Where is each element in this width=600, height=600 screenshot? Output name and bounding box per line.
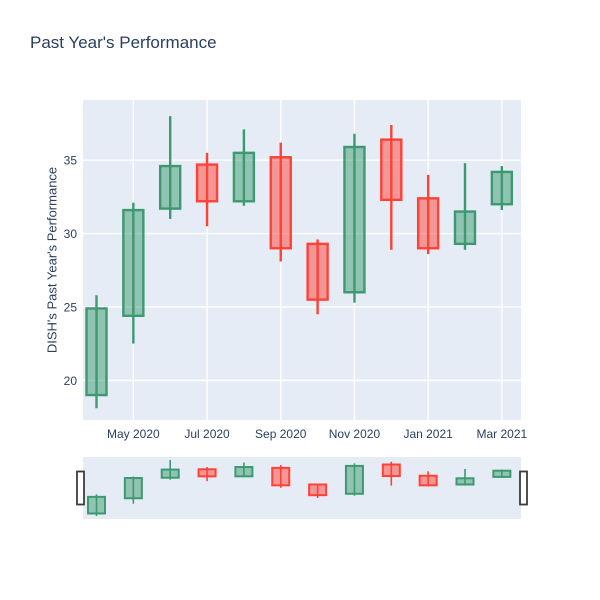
candle-mar-2021[interactable] (490, 166, 514, 211)
candle-nov-2020[interactable] (343, 133, 366, 303)
candle-body (271, 466, 291, 487)
candle-body (85, 307, 108, 397)
y-tick-label: 30 (64, 227, 78, 241)
y-tick-label: 35 (64, 154, 78, 168)
rangeslider-track[interactable] (83, 457, 521, 519)
x-tick-label: Sep 2020 (255, 427, 307, 441)
candle-body (453, 210, 477, 246)
candle-body (380, 138, 403, 202)
gridlines (83, 100, 521, 420)
mini-candle-jan-2021 (418, 471, 438, 487)
mini-candle-jul-2020 (197, 467, 217, 482)
x-tick-label: Nov 2020 (329, 427, 381, 441)
candle-body (455, 477, 475, 486)
candle-body (344, 464, 364, 495)
candle-body (195, 163, 219, 203)
candle-body (381, 463, 401, 478)
candle-body (160, 468, 180, 479)
candle-body (234, 466, 254, 478)
mini-candle-mar-2021 (492, 469, 512, 479)
mini-candle-aug-2020 (234, 462, 254, 478)
rangeslider-handle-left[interactable] (76, 470, 85, 506)
mini-candle-jun-2020 (160, 460, 180, 480)
mini-candle-oct-2020 (308, 483, 328, 498)
chart-title: Past Year's Performance (30, 33, 217, 52)
candle-body (343, 145, 366, 294)
mini-candle-feb-2021 (455, 469, 475, 486)
mini-candle-sep-2020 (271, 465, 291, 488)
x-tick-label: Jul 2020 (184, 427, 230, 441)
x-tick-label: Jan 2021 (403, 427, 453, 441)
mini-candle-nov-2020 (344, 463, 364, 496)
x-tick-label: May 2020 (107, 427, 160, 441)
candle-jun-2020[interactable] (158, 116, 182, 219)
candle-apr-2020[interactable] (85, 295, 108, 409)
y-tick-label: 20 (64, 374, 78, 388)
plot-area[interactable] (83, 100, 521, 420)
rangeslider-handle-right[interactable] (519, 470, 528, 506)
candle-body (197, 468, 217, 478)
candle-body (158, 164, 182, 210)
candle-jan-2021[interactable] (416, 174, 440, 255)
candle-body (308, 483, 328, 497)
candle-may-2020[interactable] (122, 202, 145, 344)
candle-body (418, 474, 438, 487)
candle-body (87, 495, 106, 515)
candle-feb-2021[interactable] (453, 163, 477, 250)
candle-body (122, 208, 145, 317)
candle-body (416, 197, 440, 250)
candle-body (492, 469, 512, 478)
x-tick-label: Mar 2021 (476, 427, 527, 441)
candle-jul-2020[interactable] (195, 152, 219, 227)
candle-aug-2020[interactable] (232, 129, 256, 206)
mini-candle-apr-2020 (87, 494, 106, 516)
candle-dec-2020[interactable] (380, 124, 403, 250)
candle-body (306, 242, 329, 301)
y-tick-label: 25 (64, 300, 78, 314)
candle-body (490, 170, 514, 206)
candle-body (232, 151, 256, 203)
mini-candle-may-2020 (123, 476, 143, 504)
mini-candle-dec-2020 (381, 461, 401, 486)
candle-oct-2020[interactable] (306, 239, 329, 315)
candle-body (269, 156, 292, 250)
candle-sep-2020[interactable] (269, 142, 292, 262)
candle-body (123, 477, 143, 500)
